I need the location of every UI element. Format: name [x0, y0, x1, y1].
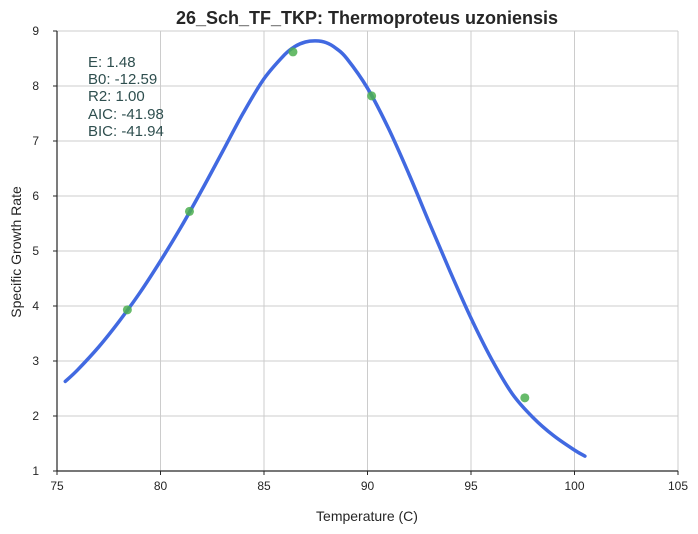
- x-tick-label: 95: [464, 479, 478, 493]
- fitted-curve-line: [63, 39, 587, 458]
- data-point: [122, 305, 132, 315]
- annotation-b0: B0: -12.59: [88, 71, 157, 88]
- y-tick-label: 3: [32, 354, 39, 368]
- x-tick-labels: 75 80 85 90 95 100 105: [50, 471, 688, 493]
- y-tick-label: 4: [32, 299, 39, 313]
- fit-statistics: E: 1.48 B0: -12.59 R2: 1.00 AIC: -41.98 …: [88, 54, 164, 140]
- y-tick-label: 9: [32, 24, 39, 38]
- y-tick-labels: 1 2 3 4 5 6 7 8 9: [32, 24, 57, 478]
- gridlines: [57, 30, 679, 471]
- x-tick-label: 100: [564, 479, 584, 493]
- x-tick-label: 90: [361, 479, 375, 493]
- annotation-bic: BIC: -41.94: [88, 123, 164, 140]
- data-point: [367, 91, 377, 101]
- data-point: [184, 206, 194, 216]
- y-tick-label: 8: [32, 79, 39, 93]
- x-tick-label: 85: [257, 479, 271, 493]
- annotation-aic: AIC: -41.98: [88, 106, 164, 123]
- y-tick-label: 5: [32, 244, 39, 258]
- y-axis-label: Specific Growth Rate: [8, 186, 24, 318]
- chart-title: 26_Sch_TF_TKP: Thermoproteus uzoniensis: [176, 8, 558, 28]
- y-tick-label: 1: [32, 464, 39, 478]
- annotation-e: E: 1.48: [88, 54, 136, 71]
- x-tick-label: 80: [154, 479, 168, 493]
- x-tick-label: 105: [668, 479, 688, 493]
- y-tick-label: 7: [32, 134, 39, 148]
- series-group: [63, 39, 587, 458]
- annotation-r2: R2: 1.00: [88, 88, 145, 105]
- y-tick-label: 2: [32, 409, 39, 423]
- y-tick-label: 6: [32, 189, 39, 203]
- data-point: [288, 47, 298, 57]
- data-point: [520, 393, 530, 403]
- x-axis-label: Temperature (C): [316, 508, 418, 524]
- x-tick-label: 75: [50, 479, 64, 493]
